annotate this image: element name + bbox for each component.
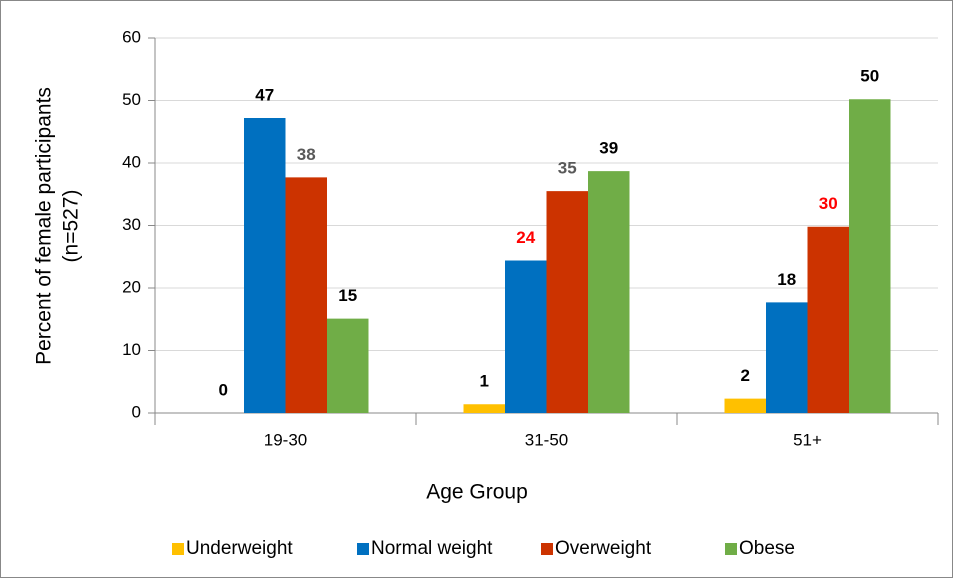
x-tick-label: 51+ <box>793 430 822 449</box>
bar <box>766 302 808 413</box>
bar <box>849 99 891 413</box>
data-label: 1 <box>480 372 489 391</box>
y-tick-label: 40 <box>122 152 141 171</box>
y-axis-title: (n=527) <box>60 190 83 263</box>
bar <box>546 191 588 413</box>
data-label: 15 <box>338 286 357 305</box>
y-tick-label: 10 <box>122 340 141 359</box>
legend-label: Normal weight <box>371 538 493 559</box>
y-tick-label: 30 <box>122 215 141 234</box>
data-label: 47 <box>255 85 274 104</box>
bar <box>327 318 369 413</box>
x-axis-title: Age Group <box>426 481 528 504</box>
legend-label: Obese <box>739 538 795 559</box>
bar <box>807 226 849 413</box>
bar <box>588 171 630 413</box>
legend-swatch <box>725 543 737 555</box>
y-tick-label: 20 <box>122 277 141 296</box>
y-tick-label: 0 <box>132 402 141 421</box>
legend-label: Overweight <box>555 538 652 559</box>
data-label: 18 <box>777 270 796 289</box>
legend-swatch <box>172 543 184 555</box>
y-tick-label: 50 <box>122 90 141 109</box>
legend-swatch <box>357 543 369 555</box>
data-label: 24 <box>516 228 535 247</box>
bar <box>505 260 547 413</box>
x-tick-label: 19-30 <box>264 430 307 449</box>
legend-label: Underweight <box>186 538 293 559</box>
data-label: 38 <box>297 145 316 164</box>
data-label: 2 <box>741 366 750 385</box>
bar <box>463 404 505 413</box>
x-tick-label: 31-50 <box>525 430 568 449</box>
data-label: 0 <box>219 380 228 399</box>
data-label: 50 <box>860 67 879 86</box>
bar <box>724 398 766 413</box>
bar <box>285 177 327 413</box>
data-label: 35 <box>558 159 577 178</box>
y-tick-label: 60 <box>122 27 141 46</box>
bar <box>244 118 286 413</box>
data-label: 39 <box>599 139 618 158</box>
y-axis-title: Percent of female participants <box>33 87 56 365</box>
legend-swatch <box>541 543 553 555</box>
data-label: 30 <box>819 194 838 213</box>
